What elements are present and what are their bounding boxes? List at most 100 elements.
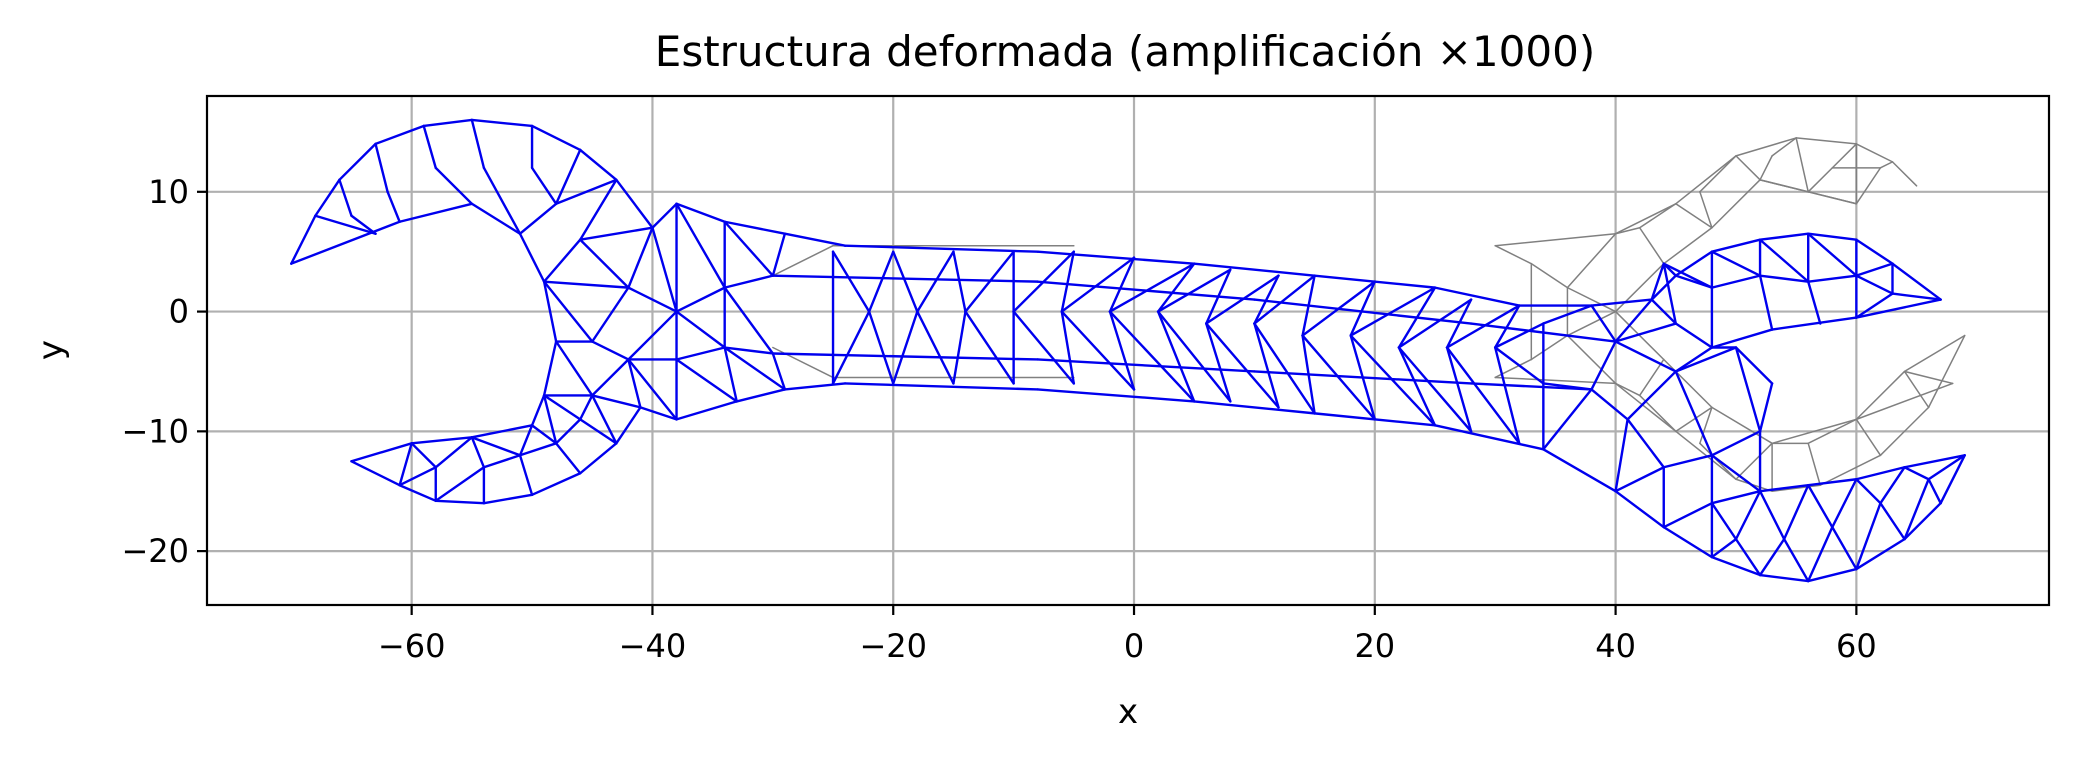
deformed-mesh-edge [398, 442, 413, 487]
deformed-mesh-edge [518, 232, 546, 283]
deformed-mesh-edge [1782, 484, 1810, 541]
deformed-mesh-edge [735, 388, 787, 403]
deformed-mesh-edge [1855, 478, 1882, 505]
x-tick-label: 0 [1124, 627, 1144, 665]
deformed-mesh-edge [639, 406, 678, 421]
deformed-mesh-edge [1590, 304, 1617, 343]
deformed-mesh-edge [1758, 238, 1810, 283]
deformed-mesh-edge [1156, 310, 1196, 403]
deformed-mesh-edge [470, 436, 486, 469]
undeformed-mesh-edge [1855, 143, 1894, 163]
deformed-mesh-edge [530, 424, 558, 445]
undeformed-mesh-edge [1675, 203, 1713, 229]
deformed-mesh-edge [554, 418, 582, 445]
deformed-mesh-edge [1734, 346, 1774, 385]
deformed-mesh-edge [1807, 232, 1858, 277]
deformed-mesh-edge [952, 250, 967, 313]
deformed-mesh-edge [591, 286, 630, 343]
deformed-mesh-edge [470, 424, 534, 439]
deformed-mesh-edge [615, 178, 654, 229]
deformed-mesh-edge [1831, 525, 1858, 571]
undeformed-mesh-edge [1614, 203, 1677, 235]
undeformed-mesh-edge [1662, 226, 1713, 265]
x-tick-label: −60 [378, 627, 446, 665]
deformed-mesh-edge [1758, 232, 1810, 241]
deformed-mesh-edge [470, 118, 534, 128]
undeformed-mesh-edge [1699, 406, 1713, 445]
deformed-mesh-edge [723, 346, 787, 391]
deformed-mesh-edge [1807, 232, 1858, 241]
deformed-mesh-edge [542, 280, 630, 289]
deformed-mesh-edge [518, 202, 558, 235]
undeformed-mesh-edge [1566, 232, 1617, 289]
deformed-mesh-edge [1060, 250, 1076, 313]
deformed-mesh-edge [723, 274, 775, 289]
deformed-mesh-edge [1253, 274, 1280, 325]
deformed-mesh-edge [1927, 478, 1942, 505]
deformed-mesh-edge [398, 202, 474, 223]
deformed-mesh-edge [579, 442, 618, 475]
deformed-mesh-edge [338, 142, 377, 182]
deformed-mesh-edge [916, 310, 955, 385]
deformed-mesh-edge [1855, 466, 1906, 481]
deformed-mesh-edge [1301, 280, 1377, 337]
deformed-mesh-edge [1662, 454, 1714, 469]
deformed-mesh-edge [651, 226, 678, 313]
undeformed-mesh-edge [1855, 167, 1882, 205]
deformed-mesh-edge [579, 178, 618, 241]
deformed-mesh-edge [482, 166, 522, 235]
undeformed-mesh-edge [1530, 262, 1569, 289]
deformed-mesh-edge [530, 124, 582, 152]
deformed-mesh-edge [1253, 322, 1316, 415]
deformed-mesh-edge [591, 340, 630, 361]
deformed-mesh-edge [627, 358, 678, 421]
undeformed-mesh-edge [1903, 370, 1954, 385]
deformed-mesh-edge [1205, 322, 1232, 403]
deformed-mesh-edge [579, 238, 630, 289]
undeformed-mesh-edge [1855, 370, 1906, 421]
deformed-mesh-edge [783, 232, 847, 247]
deformed-mesh-edge [422, 124, 437, 170]
deformed-mesh-edge [1060, 310, 1136, 391]
deformed-mesh-edge [1590, 388, 1629, 421]
undeformed-mesh-edge [1662, 358, 1713, 409]
deformed-mesh-edge [1590, 298, 1653, 307]
deformed-mesh-edge [1433, 286, 1521, 307]
deformed-mesh-edge [314, 178, 341, 217]
undeformed-mesh-edge [1566, 334, 1617, 385]
undeformed-mesh-edge [1638, 358, 1665, 397]
x-tick-label: 20 [1354, 627, 1395, 665]
deformed-mesh-edge [1710, 454, 1762, 493]
deformed-mesh-edge [554, 148, 582, 205]
deformed-mesh-edge [518, 454, 534, 497]
deformed-mesh-edge [579, 148, 618, 182]
deformed-mesh-edge [350, 460, 401, 487]
deformed-mesh-edge [542, 394, 558, 445]
deformed-mesh-edge [867, 250, 895, 313]
undeformed-mesh-edge [1795, 137, 1858, 145]
deformed-mesh-edge [542, 280, 594, 343]
deformed-mesh-edge [1397, 346, 1473, 433]
deformed-mesh [290, 118, 1966, 583]
deformed-mesh-edge [1903, 454, 1966, 469]
deformed-mesh-edge [1710, 250, 1762, 277]
undeformed-mesh-edge [1494, 244, 1533, 265]
deformed-mesh-edge [1674, 322, 1714, 349]
deformed-mesh-edge [1710, 490, 1762, 505]
deformed-mesh-edge [398, 484, 437, 503]
deformed-mesh-edge [675, 310, 726, 349]
deformed-mesh-edge [350, 442, 413, 463]
chart-title: Estructura deformada (amplificación ×100… [655, 27, 1595, 76]
deformed-mesh-edge [675, 346, 726, 361]
deformed-mesh-edge [1710, 555, 1762, 577]
deformed-mesh-edge [916, 250, 955, 313]
undeformed-mesh-edge [1855, 382, 1954, 421]
deformed-mesh-edge [831, 250, 871, 313]
deformed-mesh-edge [434, 499, 486, 505]
deformed-mesh-edge [1758, 490, 1786, 541]
y-tick-label: −20 [121, 532, 189, 570]
deformed-mesh-edge [1349, 334, 1377, 421]
deformed-mesh-edge [290, 214, 317, 265]
deformed-mesh-edge [1614, 340, 1677, 373]
